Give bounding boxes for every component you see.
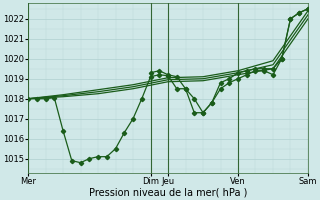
- X-axis label: Pression niveau de la mer( hPa ): Pression niveau de la mer( hPa ): [89, 187, 247, 197]
